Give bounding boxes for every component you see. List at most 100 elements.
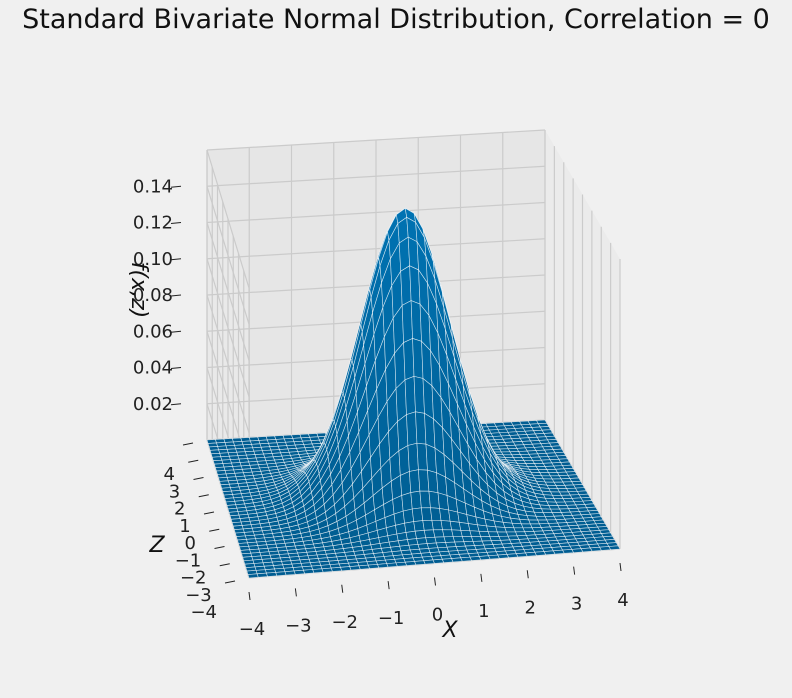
surface-patch (400, 471, 412, 496)
x-tick-mark (573, 566, 576, 575)
surface-patch (414, 529, 427, 539)
surface-patch (312, 568, 324, 574)
surface-patch (266, 572, 278, 577)
surface-patch (398, 444, 410, 476)
surface-patch (404, 521, 416, 533)
x-tick-mark (387, 581, 390, 590)
x-tick-label: −3 (285, 615, 312, 636)
surface-patch (404, 561, 417, 566)
surface-patch (434, 536, 446, 544)
surface-patch (256, 572, 268, 578)
x-tick-label: 4 (617, 590, 628, 611)
surface-patch (409, 469, 421, 493)
surface-patch (395, 522, 407, 535)
f-tick-mark (170, 330, 182, 333)
f-tick-label: 0.04 (133, 358, 173, 379)
z-axis-label: Z (148, 533, 165, 558)
surface-patch (340, 566, 352, 572)
x-tick-label: 0 (432, 605, 443, 626)
x-tick-mark (248, 591, 251, 601)
z-tick-label: 3 (169, 481, 180, 502)
z-tick-label: −1 (175, 550, 202, 571)
surface-patch (404, 375, 416, 416)
f-tick-label: 0.02 (133, 394, 173, 415)
surface-patch (422, 519, 434, 531)
f-tick-label: 0.12 (133, 213, 173, 234)
f-tick-label: 0.06 (133, 321, 173, 342)
surface-patch (445, 541, 457, 548)
x-tick-label: 3 (571, 594, 582, 615)
surface-patch (469, 556, 482, 561)
f-tick-mark (170, 185, 182, 188)
f-tick-mark (170, 294, 182, 297)
x-tick-label: −4 (239, 619, 266, 640)
x-tick-mark (341, 584, 344, 593)
x-tick-mark (294, 588, 297, 597)
surface-patch (367, 564, 380, 569)
surface-patch (410, 490, 422, 510)
surface-patch (433, 529, 445, 538)
f-tick-label: 0.14 (133, 176, 173, 197)
surface-patch (405, 530, 417, 540)
z-tick-mark (219, 563, 230, 567)
z-tick-label: 4 (164, 464, 175, 485)
surface-patch (398, 236, 410, 272)
z-tick-mark (209, 528, 220, 532)
surface-patch (401, 300, 413, 344)
surface-patch (451, 557, 463, 563)
surface-patch (423, 559, 435, 565)
surface-patch (247, 573, 259, 579)
x-tick-mark (480, 573, 483, 582)
x-tick-mark (526, 570, 529, 579)
surface-patch (401, 492, 413, 512)
surface-patch (425, 536, 437, 544)
x-axis-label: X (441, 618, 458, 643)
surface-patch (432, 558, 445, 564)
surface-patch (358, 564, 370, 570)
surface-patch (419, 490, 431, 509)
surface-patch (407, 442, 419, 472)
x-tick-label: 2 (525, 597, 536, 618)
surface-patch (377, 563, 389, 569)
f-tick-label: 0.10 (133, 249, 173, 270)
surface-patch (413, 520, 425, 532)
surface-patch (414, 560, 426, 566)
surface-mesh (206, 207, 621, 579)
surface-patch (403, 338, 415, 381)
surface-patch (608, 545, 621, 551)
f-tick-mark (170, 367, 182, 369)
surface-patch (321, 567, 333, 573)
z-tick-label: −2 (180, 568, 207, 589)
surface-patch (386, 562, 398, 568)
z-tick-label: 1 (179, 516, 190, 537)
surface-patch (402, 508, 415, 524)
surface-patch (443, 536, 456, 543)
surface-patch (330, 567, 343, 572)
surface-patch (421, 507, 433, 521)
f-axis-label: f(x,z) (126, 262, 151, 318)
surface-patch (400, 265, 412, 306)
z-tick-mark (214, 546, 225, 549)
z-tick-mark (198, 494, 209, 498)
z-tick-label: −4 (190, 602, 217, 623)
axis-ticks: −4 −3 −2 −1 0 1 2 3 4−4−3−2−1012340.020.040.060.… (133, 176, 629, 640)
x-tick-mark (434, 577, 436, 586)
surface-patch (397, 414, 409, 452)
x-tick-mark (619, 562, 622, 572)
surface-patch (393, 510, 405, 526)
surface-patch (275, 571, 287, 577)
surface-patch (411, 507, 424, 522)
f-tick-mark (170, 258, 182, 261)
chart-title: Standard Bivariate Normal Distribution, … (22, 4, 770, 35)
z-tick-mark (193, 477, 204, 480)
f-tick-mark (170, 403, 182, 406)
surface-patch (460, 556, 473, 562)
z-tick-label: 0 (185, 533, 196, 554)
surface-patch (349, 565, 361, 571)
surface-patch (284, 570, 296, 576)
f-tick-mark (170, 222, 182, 224)
surface-patch (441, 558, 454, 563)
surface-patch (423, 529, 436, 539)
x-tick-label: 1 (478, 601, 489, 622)
